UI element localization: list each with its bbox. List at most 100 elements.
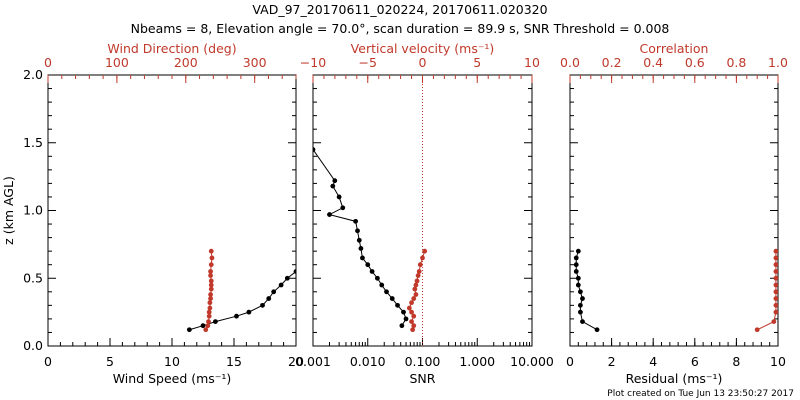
x-tick-label-bottom: 15 [226, 354, 242, 369]
data-point [284, 275, 290, 281]
data-point [575, 275, 581, 281]
data-point [773, 289, 778, 295]
data-point [213, 319, 218, 325]
series-top-wind [203, 248, 215, 333]
series-line [756, 251, 777, 331]
data-point [358, 246, 364, 251]
series-bottom-residual [573, 248, 600, 333]
data-point [206, 309, 212, 315]
data-point [409, 319, 414, 325]
data-point [412, 286, 418, 292]
x-tick-label-bottom: 10.000 [510, 354, 554, 369]
data-point [411, 323, 417, 329]
y-tick-label: 1.0 [23, 203, 43, 218]
x-tick-label-bottom: 2 [608, 354, 616, 369]
data-point [208, 248, 214, 254]
data-point [594, 327, 600, 333]
data-point [420, 255, 425, 261]
x-tick-label-bottom: 0 [566, 354, 574, 369]
data-point [356, 237, 362, 243]
x-axis-label-top: Vertical velocity (ms⁻¹) [351, 41, 495, 56]
data-point [234, 313, 239, 319]
data-point [205, 323, 211, 329]
x-tick-label-bottom: 4 [649, 354, 657, 369]
series-line [408, 250, 426, 330]
x-tick-label-bottom: 10 [770, 354, 786, 369]
data-point [369, 269, 375, 274]
y-tick-label: 1.5 [23, 135, 43, 150]
data-point [411, 296, 417, 301]
x-tick-label-bottom: 0 [44, 354, 52, 369]
x-tick-label-top: 0.8 [726, 55, 746, 70]
data-point [327, 212, 332, 217]
footer-plot-created: Plot created on Tue Jun 13 23:50:27 2017 [607, 389, 794, 399]
data-point [203, 327, 209, 333]
series-line [189, 271, 296, 331]
data-point [208, 269, 213, 274]
x-tick-label-top: 0 [419, 55, 427, 70]
data-point [773, 262, 778, 268]
x-tick-label-bottom: 6 [691, 354, 699, 369]
data-point [416, 269, 422, 274]
data-point [573, 255, 579, 261]
data-point [754, 327, 760, 333]
data-point [206, 319, 211, 325]
data-point [771, 319, 777, 325]
x-tick-label-bottom: 0.001 [295, 354, 331, 369]
data-point [209, 255, 215, 261]
series-bottom-snr [313, 147, 409, 329]
plot-frame [47, 74, 297, 347]
data-point [414, 278, 420, 284]
data-point [415, 273, 421, 278]
x-tick-label-top: 0.6 [685, 55, 705, 70]
data-point [313, 147, 316, 152]
data-point [410, 327, 416, 333]
data-point [208, 282, 214, 288]
x-tick-label-top: −10 [300, 55, 326, 70]
x-tick-label-bottom: 0.010 [350, 354, 386, 369]
x-tick-label-bottom: 10 [164, 354, 180, 369]
title-line-1: VAD_97_20170611_020224, 20170611.020320 [252, 2, 547, 17]
panel-snr: 0.001 0.010 0.100 1.000 10.000 SNR −10 −5 0 5 10 Ve… [295, 41, 554, 386]
data-point [773, 309, 778, 315]
data-point [406, 305, 412, 311]
data-point [773, 302, 778, 308]
data-point [401, 309, 406, 315]
data-point [355, 228, 360, 234]
data-point [340, 205, 346, 211]
data-point [417, 262, 423, 268]
panel-wind: 0.0 0.5 1.0 1.5 2.0 z (km AGL) 0 5 10 15 20 Wind Sp… [1, 41, 304, 386]
data-point [578, 309, 583, 315]
x-axis-label-bottom: Residual (ms⁻¹) [626, 371, 723, 386]
panel-residual: 0 2 4 6 8 10 Residual (ms⁻¹) 0.0 0.2 0.4 0.6 0.8 1.0… [560, 41, 788, 386]
series-top-snr [406, 248, 428, 333]
data-point [395, 302, 400, 308]
data-point [379, 282, 385, 288]
data-point [773, 282, 778, 288]
x-tick-label-top: 0.4 [643, 55, 663, 70]
data-point [271, 289, 277, 295]
data-point [573, 269, 579, 274]
x-tick-label-bottom: 5 [106, 354, 114, 369]
data-point [399, 323, 405, 329]
data-point [422, 248, 428, 254]
data-point [389, 296, 395, 301]
plot-frame [569, 74, 779, 347]
data-point [186, 327, 192, 333]
data-point [578, 302, 583, 308]
data-point [409, 300, 414, 306]
series-top-residual [754, 248, 778, 333]
data-point [773, 296, 778, 301]
x-tick-label-top: 1.0 [768, 55, 788, 70]
y-tick-label: 0.5 [23, 270, 43, 285]
data-point [773, 248, 778, 254]
x-tick-label-bottom: 0.100 [405, 354, 441, 369]
x-tick-label-top: 0.0 [560, 55, 580, 70]
data-point [374, 275, 380, 281]
y-tick-label: 2.0 [23, 67, 43, 82]
data-point [411, 313, 417, 319]
y-tick-label: 0.0 [23, 338, 43, 353]
data-point [353, 218, 359, 224]
data-point [575, 282, 581, 288]
data-point [580, 296, 585, 301]
